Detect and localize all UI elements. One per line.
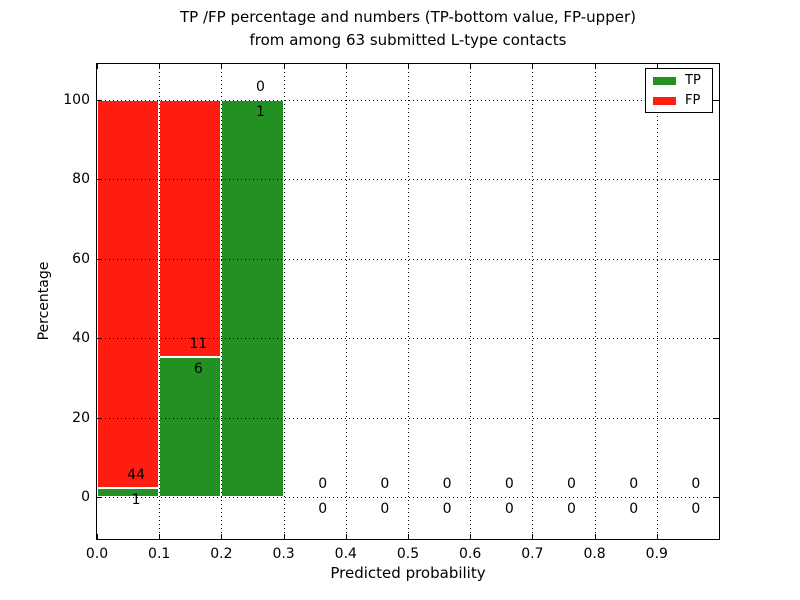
x-tick-label-0.8: 0.8	[583, 546, 606, 562]
y-tick-mark-right	[714, 417, 719, 419]
fp-legend-swatch-icon	[653, 96, 676, 105]
x-tick-label-0.4: 0.4	[334, 546, 357, 562]
bar-segment-fp-0	[97, 100, 160, 489]
tp-count-label-0: 1	[131, 492, 141, 509]
fp-count-label-7: 0	[567, 476, 576, 492]
legend: TP FP	[645, 68, 713, 113]
x-tick-mark-bottom	[345, 534, 347, 539]
v-gridline-0.9	[656, 64, 658, 539]
x-tick-label-0.3: 0.3	[272, 546, 295, 562]
legend-item-fp: FP	[653, 92, 712, 108]
x-tick-label-0.0: 0.0	[85, 546, 109, 562]
bar-segment-fp-1	[159, 100, 222, 357]
x-tick-label-0.6: 0.6	[459, 546, 482, 562]
fp-count-label-0: 44	[127, 467, 145, 484]
tp-count-label-6: 0	[504, 501, 514, 517]
v-gridline-0.7	[532, 64, 534, 539]
y-tick-label-0: 0	[81, 489, 90, 505]
x-tick-mark-top	[656, 64, 658, 69]
x-tick-mark-bottom	[470, 534, 472, 539]
y-tick-mark-right	[714, 179, 719, 181]
v-gridline-0.2	[221, 64, 223, 539]
fp-count-label-2: 0	[256, 79, 265, 95]
y-tick-label-20: 20	[72, 409, 90, 426]
y-tick-mark-left	[97, 497, 102, 498]
x-tick-mark-bottom	[408, 534, 409, 539]
y-tick-mark-right	[714, 338, 719, 340]
x-tick-mark-top	[470, 64, 472, 69]
v-gridline-0.8	[594, 64, 596, 539]
x-tick-mark-bottom	[594, 534, 596, 539]
tp-count-label-8: 0	[629, 501, 639, 517]
y-tick-mark-right	[714, 100, 719, 101]
x-tick-label-0.5: 0.5	[396, 546, 420, 562]
legend-label-fp: FP	[685, 92, 701, 108]
x-tick-mark-top	[97, 64, 98, 69]
v-gridline-0.1	[159, 64, 161, 539]
x-tick-label-0.7: 0.7	[521, 546, 544, 562]
v-gridline-0.5	[408, 64, 409, 539]
tp-count-label-2: 1	[256, 104, 265, 120]
tp-legend-swatch-icon	[653, 76, 676, 85]
chart-title-line2: from among 63 submitted L-type contacts	[249, 31, 567, 49]
fp-count-label-9: 0	[691, 476, 701, 492]
fp-count-label-4: 0	[380, 476, 390, 492]
legend-label-tp: TP	[685, 72, 701, 88]
tp-count-label-3: 0	[318, 501, 328, 517]
v-gridline-0.6	[470, 64, 472, 539]
fp-count-label-3: 0	[318, 476, 328, 492]
tp-count-label-1: 6	[193, 360, 203, 377]
tp-count-label-9: 0	[691, 501, 701, 517]
fp-count-label-6: 0	[504, 476, 514, 492]
v-gridline-0.4	[345, 64, 347, 539]
x-tick-label-0.9: 0.9	[645, 546, 668, 562]
fp-count-label-1: 11	[189, 335, 208, 352]
x-tick-mark-top	[532, 64, 534, 69]
y-tick-mark-left	[97, 179, 102, 181]
bar-segment-tp-2	[221, 100, 284, 497]
legend-item-tp: TP	[653, 72, 712, 88]
x-tick-mark-top	[283, 64, 285, 69]
x-tick-mark-bottom	[283, 534, 285, 539]
x-tick-mark-top	[159, 64, 161, 69]
bar-segment-tp-0	[97, 488, 160, 497]
chart-title-line1: TP /FP percentage and numbers (TP-bottom…	[180, 8, 636, 26]
y-tick-mark-left	[97, 417, 102, 419]
v-gridline-0.3	[283, 64, 285, 539]
x-tick-mark-bottom	[656, 534, 658, 539]
y-tick-mark-left	[97, 258, 102, 260]
x-axis-label: Predicted probability	[330, 564, 486, 582]
tp-count-label-4: 0	[380, 501, 390, 517]
fp-count-label-5: 0	[442, 476, 452, 492]
tp-count-label-7: 0	[567, 501, 576, 517]
y-tick-label-40: 40	[72, 330, 90, 347]
x-tick-label-0.1: 0.1	[148, 546, 171, 562]
x-tick-label-0.2: 0.2	[210, 546, 233, 562]
y-tick-label-60: 60	[72, 250, 90, 267]
x-tick-mark-top	[408, 64, 409, 69]
bar-segment-tp-1	[159, 356, 222, 497]
y-tick-label-80: 80	[72, 171, 90, 188]
y-tick-label-100: 100	[63, 92, 90, 108]
x-tick-mark-top	[594, 64, 596, 69]
x-tick-mark-top	[345, 64, 347, 69]
tp-count-label-5: 0	[442, 501, 452, 517]
plot-area: TP FP 44 1 11 6 0 1 0 0 0 0 0 0 0 0 0 0 0 0 0 0	[96, 63, 720, 540]
x-tick-mark-bottom	[532, 534, 534, 539]
x-tick-mark-bottom	[221, 534, 223, 539]
y-tick-mark-right	[714, 258, 719, 260]
y-tick-mark-right	[714, 497, 719, 498]
x-tick-mark-bottom	[97, 534, 98, 539]
y-tick-mark-left	[97, 100, 102, 101]
fp-count-label-8: 0	[629, 476, 639, 492]
x-tick-mark-bottom	[159, 534, 161, 539]
y-tick-mark-left	[97, 338, 102, 340]
x-tick-mark-top	[221, 64, 223, 69]
